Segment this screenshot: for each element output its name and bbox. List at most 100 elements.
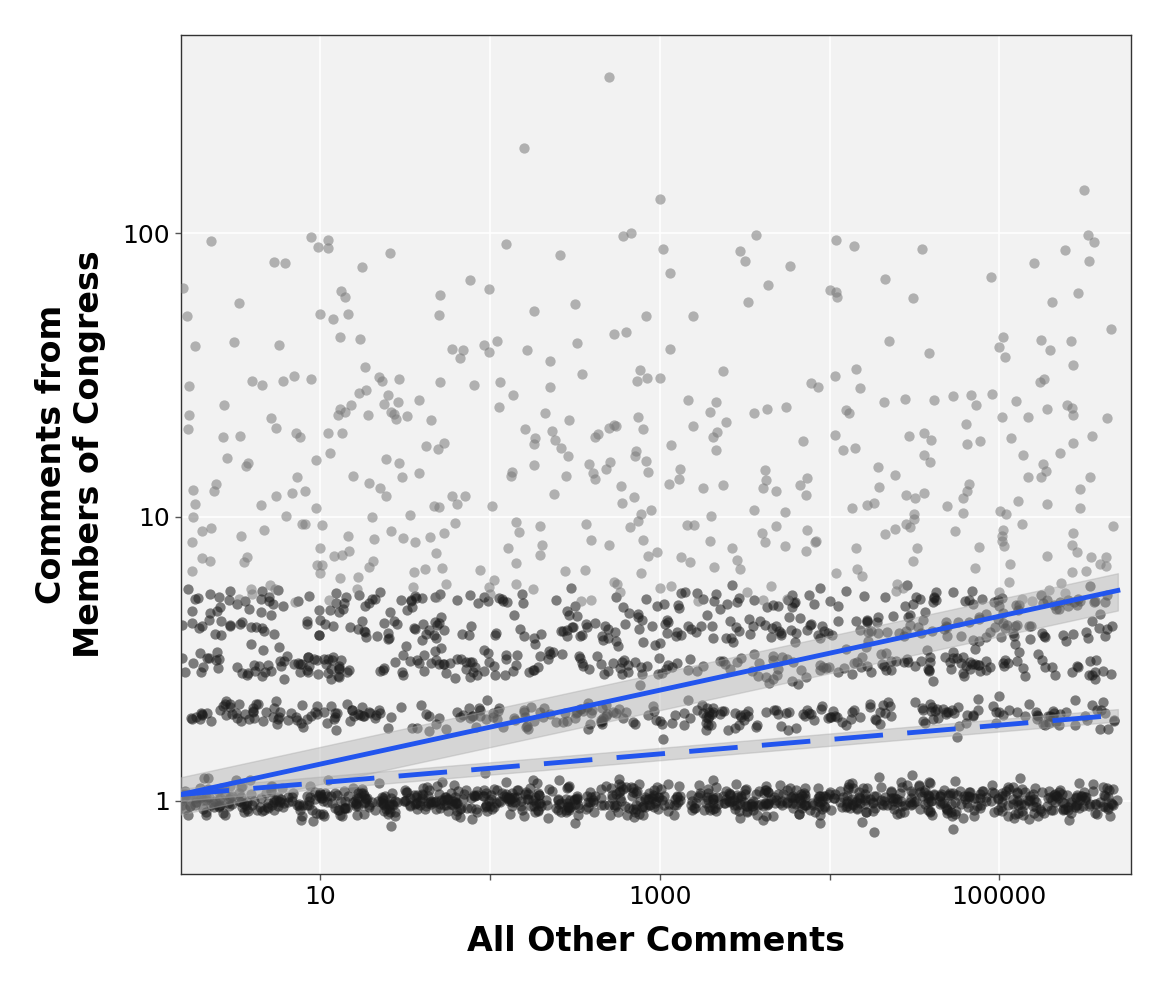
Point [719, 785, 738, 801]
Point [866, 787, 885, 803]
Point [584, 792, 603, 808]
Point [707, 780, 725, 795]
Point [992, 590, 1011, 606]
Point [668, 597, 687, 613]
Point [578, 787, 597, 803]
Point [856, 790, 874, 806]
Point [898, 650, 916, 666]
Point [1033, 625, 1052, 640]
Point [728, 552, 746, 568]
Point [715, 703, 733, 719]
Point [408, 652, 427, 668]
Point [259, 795, 278, 811]
Point [772, 628, 791, 643]
Point [506, 656, 525, 672]
Point [816, 788, 835, 804]
Point [344, 468, 363, 484]
Point [403, 579, 422, 595]
Point [687, 702, 705, 718]
Point [809, 798, 828, 814]
Point [1087, 795, 1105, 811]
Point [475, 589, 493, 605]
Point [529, 802, 548, 818]
Point [410, 655, 429, 671]
Point [756, 618, 774, 634]
Point [518, 343, 536, 358]
Point [240, 601, 259, 617]
Point [382, 818, 401, 834]
Point [810, 794, 829, 810]
Point [950, 718, 969, 734]
Point [213, 805, 232, 821]
Point [1040, 783, 1059, 799]
Point [433, 774, 451, 789]
Point [546, 593, 564, 609]
Point [497, 785, 515, 801]
Point [961, 784, 979, 800]
Point [475, 641, 493, 657]
Point [927, 701, 946, 717]
Point [573, 365, 591, 381]
Point [631, 362, 649, 378]
Point [848, 540, 866, 556]
Point [1054, 802, 1073, 818]
Point [437, 576, 456, 592]
Point [948, 729, 967, 745]
Point [897, 623, 915, 638]
Point [1076, 624, 1095, 639]
Point [955, 668, 974, 684]
Point [904, 795, 922, 811]
Point [396, 638, 415, 653]
Point [686, 799, 704, 815]
Point [508, 789, 527, 805]
Point [531, 518, 549, 534]
Point [970, 800, 989, 816]
Point [271, 793, 289, 809]
Point [1083, 782, 1102, 798]
Point [260, 593, 279, 609]
Point [336, 800, 354, 816]
Point [1084, 233, 1103, 249]
Point [308, 698, 326, 714]
Point [479, 580, 498, 596]
Point [245, 792, 264, 808]
Point [782, 600, 801, 616]
Point [450, 709, 469, 725]
Point [881, 662, 900, 678]
Point [329, 661, 347, 677]
Point [805, 712, 823, 728]
Point [176, 664, 195, 680]
Point [259, 799, 278, 815]
Point [382, 790, 401, 806]
Point [1025, 255, 1044, 271]
Point [490, 700, 508, 716]
Point [782, 794, 801, 810]
Point [268, 788, 287, 804]
Point [338, 528, 357, 544]
Point [471, 562, 490, 578]
Point [319, 240, 338, 256]
Point [739, 611, 758, 627]
Point [905, 694, 923, 710]
Point [448, 651, 466, 667]
Point [416, 706, 435, 722]
Point [468, 667, 486, 683]
Point [851, 789, 870, 805]
Point [976, 629, 995, 644]
Point [427, 652, 445, 668]
Point [679, 392, 697, 408]
Point [568, 791, 586, 807]
Point [847, 361, 865, 377]
Point [701, 802, 719, 818]
Point [374, 615, 393, 631]
Point [801, 617, 820, 633]
Point [648, 789, 667, 805]
Point [405, 621, 423, 637]
Point [187, 794, 205, 810]
Point [745, 592, 764, 608]
Point [384, 796, 402, 812]
Point [891, 805, 909, 821]
Point [698, 791, 717, 807]
Point [911, 778, 929, 793]
Point [356, 793, 374, 809]
